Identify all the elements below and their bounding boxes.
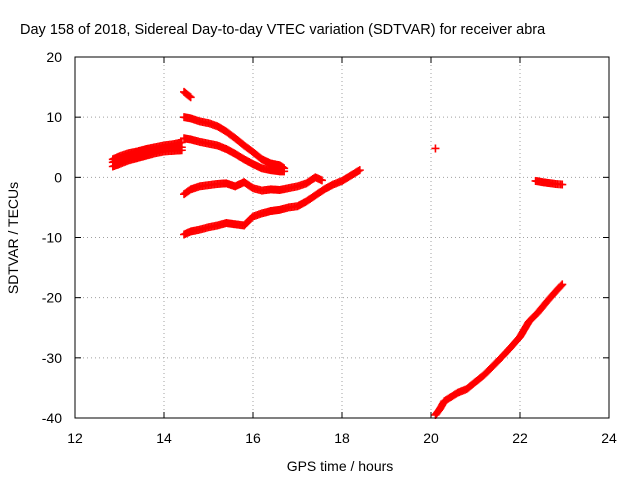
y-tick-label: -20 <box>42 290 62 306</box>
data-point <box>186 93 195 102</box>
y-tick-label: -10 <box>42 230 62 246</box>
series-arc-3 <box>180 113 289 173</box>
x-tick-label: 18 <box>334 430 350 446</box>
series-arc-1-lower <box>108 146 186 171</box>
data-point <box>558 180 567 189</box>
series-arc-5 <box>180 173 326 199</box>
x-tick-label: 22 <box>512 430 528 446</box>
series-arc-2-short <box>180 87 195 102</box>
series-arc-8 <box>431 280 567 419</box>
x-tick-label: 14 <box>156 430 172 446</box>
tick-labels: 12 14 16 18 20 22 24 -40 -30 -20 -10 0 10 20 <box>42 49 617 446</box>
series-arc-6 <box>180 166 364 239</box>
data-point <box>177 146 186 155</box>
y-tick-label: 0 <box>54 169 62 185</box>
y-tick-label: 20 <box>46 49 62 65</box>
data-point <box>280 167 289 176</box>
y-axis-label: SDTVAR / TECUs <box>5 182 21 294</box>
data-points <box>108 87 567 419</box>
series-point-20h <box>431 144 440 153</box>
y-tick-label: 10 <box>46 109 62 125</box>
series-arc-4 <box>180 134 289 176</box>
y-tick-label: -40 <box>42 410 62 426</box>
data-point-interp <box>557 281 566 290</box>
x-axis-label: GPS time / hours <box>287 458 394 474</box>
series-arc-7 <box>531 176 567 189</box>
grid <box>75 57 609 418</box>
y-tick-label: -30 <box>42 350 62 366</box>
data-point <box>317 176 326 185</box>
x-tick-label: 12 <box>67 430 83 446</box>
x-tick-label: 24 <box>601 430 617 446</box>
x-tick-label: 16 <box>245 430 261 446</box>
plot-frame <box>74 56 610 419</box>
data-point <box>558 280 567 289</box>
data-point <box>355 166 364 175</box>
data-point-interp <box>185 92 194 101</box>
chart-title: Day 158 of 2018, Sidereal Day-to-day VTE… <box>20 22 546 38</box>
x-tick-label: 20 <box>423 430 439 446</box>
data-point <box>431 144 440 153</box>
